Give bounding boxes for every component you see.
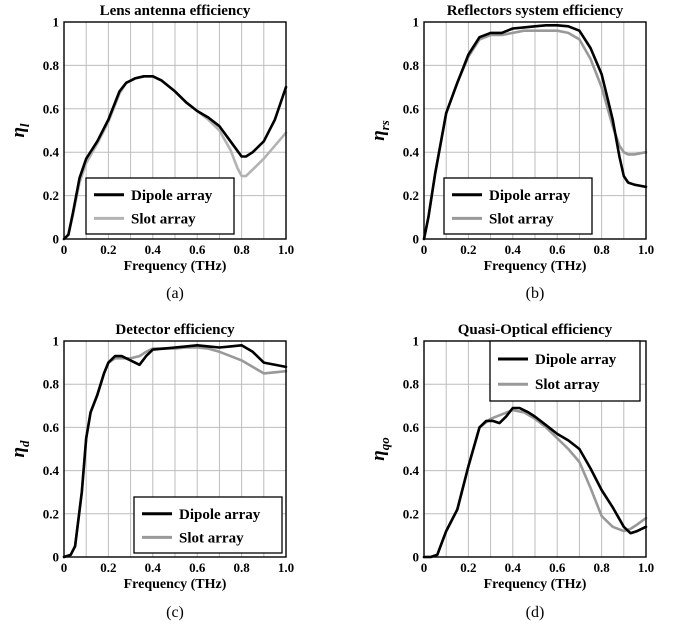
y-tick-label: 0.4 — [43, 463, 60, 478]
x-tick-label: 0.8 — [593, 242, 610, 257]
x-tick-label: 0.4 — [145, 242, 162, 257]
y-tick-label: 0.8 — [403, 377, 420, 392]
y-tick-label: 0.4 — [403, 463, 420, 478]
legend-label: Slot array — [131, 211, 196, 227]
legend-label: Slot array — [535, 377, 600, 393]
legend-box — [443, 177, 593, 235]
x-tick-label: 0.2 — [100, 242, 116, 257]
x-tick-label: 0.4 — [145, 560, 162, 575]
chart-title: Reflectors system efficiency — [447, 3, 624, 19]
y-tick-label: 0.2 — [403, 506, 419, 521]
panel-caption: (a) — [166, 285, 184, 302]
y-tick-label: 1 — [413, 15, 420, 30]
x-axis-label: Frequency (THz) — [124, 577, 227, 592]
chart-title: Detector efficiency — [115, 322, 235, 338]
y-tick-label: 0.6 — [403, 420, 420, 435]
legend-label: Slot array — [179, 530, 244, 546]
legend-box — [85, 177, 235, 235]
panel-d: Quasi-Optical efficiency 0 0.2 0.4 0.6 0.8 1.0… — [368, 322, 654, 621]
series-line-dipole-array — [422, 24, 648, 241]
x-tick-label: 0 — [421, 242, 428, 257]
legend-box — [133, 496, 283, 554]
legend-label: Dipole array — [489, 188, 571, 204]
legend-label: Dipole array — [535, 352, 617, 368]
y-tick-label: 0.8 — [43, 377, 60, 392]
y-tick-label: 0.2 — [43, 506, 59, 521]
x-axis-label: Frequency (THz) — [484, 259, 587, 274]
y-axis-label: ηrs — [368, 120, 392, 141]
legend-box — [489, 340, 641, 402]
x-axis-label: Frequency (THz) — [124, 259, 227, 274]
panel-caption: (d) — [526, 604, 545, 621]
y-tick-label: 0.4 — [403, 145, 420, 160]
y-tick-label: 0.8 — [43, 58, 60, 73]
x-tick-label: 0.4 — [505, 242, 522, 257]
x-tick-label: 0.8 — [233, 560, 250, 575]
x-tick-label: 0.2 — [460, 560, 476, 575]
y-tick-label: 0 — [53, 550, 60, 565]
legend-label: Dipole array — [131, 188, 213, 204]
y-tick-label: 1 — [53, 15, 60, 30]
legend: Dipole array Slot array — [443, 177, 593, 235]
legend-label: Slot array — [489, 211, 554, 227]
series-line-dipole-array — [62, 344, 288, 559]
series-line-dipole-array — [62, 75, 288, 241]
x-tick-label: 0.8 — [593, 560, 610, 575]
panel-caption: (c) — [166, 604, 184, 621]
y-tick-label: 0.8 — [403, 58, 420, 73]
y-tick-label: 0.6 — [403, 101, 420, 116]
x-axis-label: Frequency (THz) — [484, 577, 587, 592]
x-tick-label: 0.6 — [549, 560, 566, 575]
y-axis-label: ηqo — [368, 437, 392, 461]
x-tick-label: 1.0 — [278, 242, 294, 257]
y-tick-label: 0.2 — [403, 188, 419, 203]
y-axis-label: ηd — [8, 440, 32, 457]
x-tick-label: 0.6 — [189, 560, 206, 575]
x-tick-label: 0 — [61, 560, 68, 575]
legend: Dipole array Slot array — [133, 496, 283, 554]
x-tick-label: 0.2 — [100, 560, 116, 575]
plot-frame — [423, 21, 647, 240]
chart-title: Lens antenna efficiency — [100, 3, 251, 19]
y-tick-label: 0.2 — [43, 188, 59, 203]
y-axis-label: ηl — [8, 123, 32, 137]
plot-frame — [63, 21, 287, 240]
x-tick-label: 1.0 — [638, 242, 654, 257]
y-tick-label: 1 — [53, 334, 60, 349]
x-tick-label: 0.8 — [233, 242, 250, 257]
x-tick-label: 0.4 — [505, 560, 522, 575]
legend-label: Dipole array — [179, 507, 261, 523]
legend: Dipole array Slot array — [85, 177, 235, 235]
x-tick-label: 0 — [421, 560, 428, 575]
x-tick-label: 1.0 — [638, 560, 654, 575]
x-tick-label: 0.6 — [189, 242, 206, 257]
y-tick-label: 1 — [413, 334, 420, 349]
y-tick-label: 0 — [413, 232, 420, 247]
series-line-dipole-array — [422, 406, 648, 559]
panel-caption: (b) — [526, 285, 545, 302]
chart-title: Quasi-Optical efficiency — [458, 322, 613, 338]
x-tick-label: 1.0 — [278, 560, 294, 575]
panel-a: Lens antenna efficiency 0 0.2 0.4 0.6 0.8 1.0 0… — [8, 3, 294, 302]
y-tick-label: 0 — [413, 550, 420, 565]
panel-b: Reflectors system efficiency 0 0.2 0.4 0.6 0.… — [368, 3, 654, 302]
x-tick-label: 0 — [61, 242, 68, 257]
y-tick-label: 0.6 — [43, 101, 60, 116]
plot-frame — [63, 340, 287, 558]
legend: Dipole array Slot array — [489, 340, 641, 402]
y-tick-label: 0.4 — [43, 145, 60, 160]
y-tick-label: 0.6 — [43, 420, 60, 435]
x-tick-label: 0.6 — [549, 242, 566, 257]
x-tick-label: 0.2 — [460, 242, 476, 257]
grid — [64, 22, 286, 239]
panel-c: Detector efficiency 0 0.2 0.4 0.6 0.8 1.0 0 0.2 0… — [8, 322, 294, 621]
y-tick-label: 0 — [53, 232, 60, 247]
